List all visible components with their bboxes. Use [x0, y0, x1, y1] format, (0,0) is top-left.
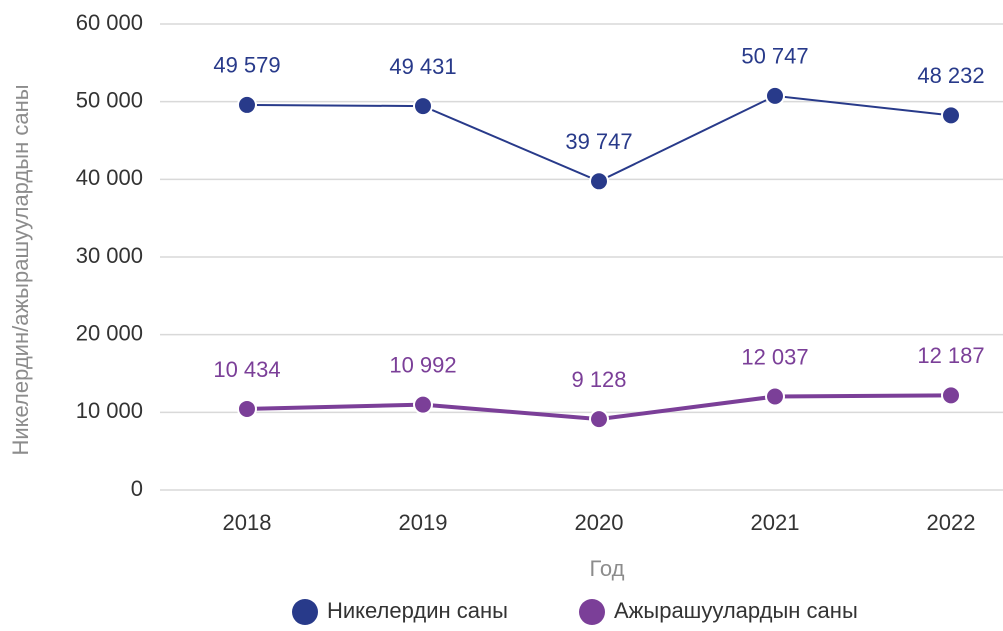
y-tick-label: 50 000 — [76, 87, 143, 112]
data-label: 10 434 — [213, 357, 280, 382]
data-label: 49 431 — [389, 54, 456, 79]
x-tick-label: 2020 — [575, 510, 624, 535]
y-tick-label: 30 000 — [76, 243, 143, 268]
data-label: 49 579 — [213, 53, 280, 78]
y-tick-label: 60 000 — [76, 10, 143, 35]
data-label: 12 187 — [917, 343, 984, 368]
data-point — [941, 105, 961, 126]
x-axis-label: Год — [589, 556, 624, 581]
x-tick-label: 2018 — [223, 510, 272, 535]
legend-label: Никелердин саны — [327, 598, 508, 623]
y-tick-label: 10 000 — [76, 398, 143, 423]
x-tick-label: 2021 — [751, 510, 800, 535]
data-point — [941, 385, 961, 406]
data-point — [413, 96, 433, 117]
data-label: 12 037 — [741, 344, 808, 369]
data-label: 10 992 — [389, 352, 456, 377]
x-tick-label: 2019 — [399, 510, 448, 535]
data-point — [765, 386, 785, 407]
data-point — [237, 398, 257, 419]
data-label: 50 747 — [741, 44, 808, 69]
data-point — [589, 171, 609, 192]
data-point — [237, 94, 257, 115]
legend-marker — [579, 599, 605, 625]
y-tick-label: 20 000 — [76, 320, 143, 345]
data-label: 39 747 — [565, 129, 632, 154]
data-label: 9 128 — [571, 367, 626, 392]
data-label: 48 232 — [917, 63, 984, 88]
legend-label: Ажырашуулардын саны — [614, 598, 858, 623]
legend-marker — [292, 599, 318, 625]
y-tick-label: 40 000 — [76, 165, 143, 190]
data-point — [413, 394, 433, 415]
data-point — [589, 409, 609, 430]
data-point — [765, 85, 785, 106]
y-axis-label: Никелердин/ажырашуулардын саны — [8, 84, 33, 455]
x-tick-label: 2022 — [927, 510, 976, 535]
y-tick-label: 0 — [131, 476, 143, 501]
